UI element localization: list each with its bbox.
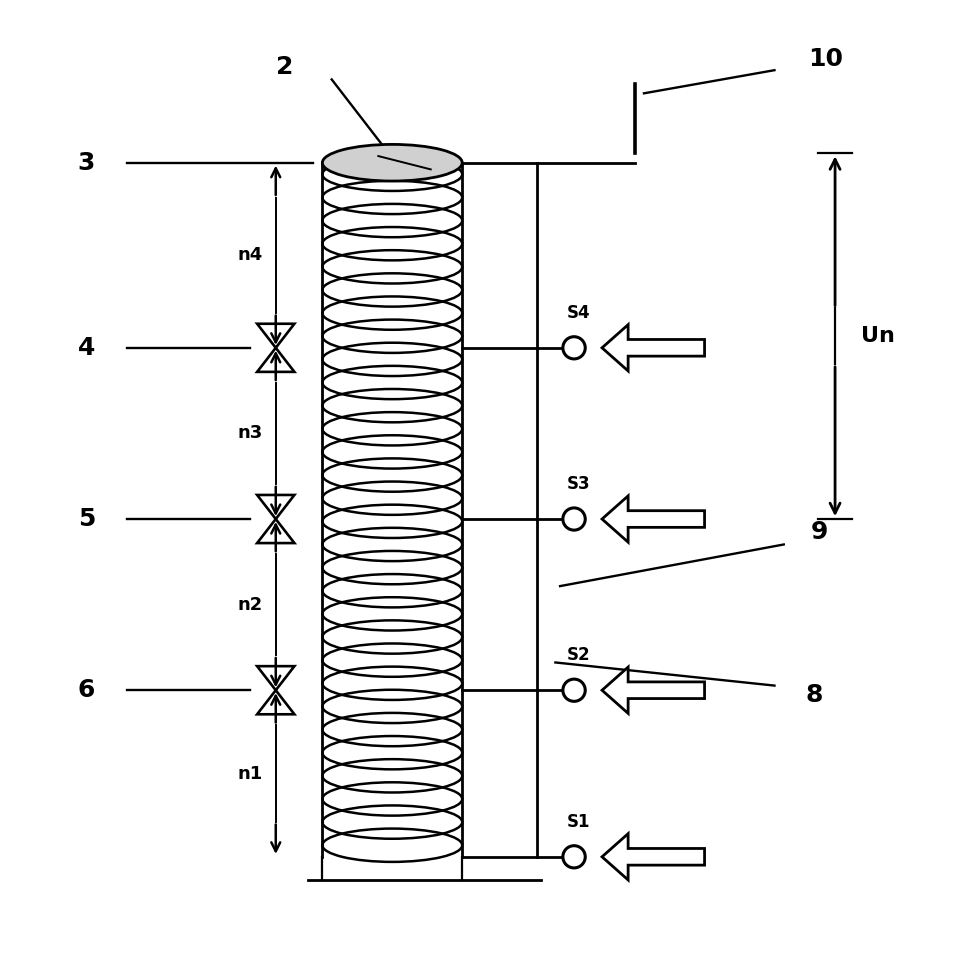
Text: S2: S2: [567, 646, 590, 664]
Text: 10: 10: [808, 47, 843, 71]
Text: 8: 8: [806, 683, 823, 707]
Text: S4: S4: [567, 304, 590, 322]
Text: 3: 3: [78, 150, 95, 174]
Text: n3: n3: [237, 424, 262, 442]
Text: S3: S3: [567, 475, 590, 494]
Ellipse shape: [322, 145, 462, 181]
Polygon shape: [602, 667, 705, 713]
Polygon shape: [602, 325, 705, 371]
Text: 5: 5: [78, 507, 95, 531]
Circle shape: [563, 508, 586, 530]
Circle shape: [563, 845, 586, 868]
Text: 2: 2: [277, 55, 294, 79]
Text: 4: 4: [78, 335, 95, 360]
Text: 9: 9: [811, 521, 828, 545]
Text: Un: Un: [861, 326, 895, 346]
Text: 6: 6: [78, 679, 95, 702]
Polygon shape: [602, 834, 705, 880]
Text: n1: n1: [237, 764, 262, 783]
Polygon shape: [602, 495, 705, 542]
Text: S1: S1: [567, 813, 590, 831]
Text: n4: n4: [237, 246, 262, 264]
Text: n2: n2: [237, 596, 262, 614]
Circle shape: [563, 336, 586, 359]
Circle shape: [563, 679, 586, 702]
